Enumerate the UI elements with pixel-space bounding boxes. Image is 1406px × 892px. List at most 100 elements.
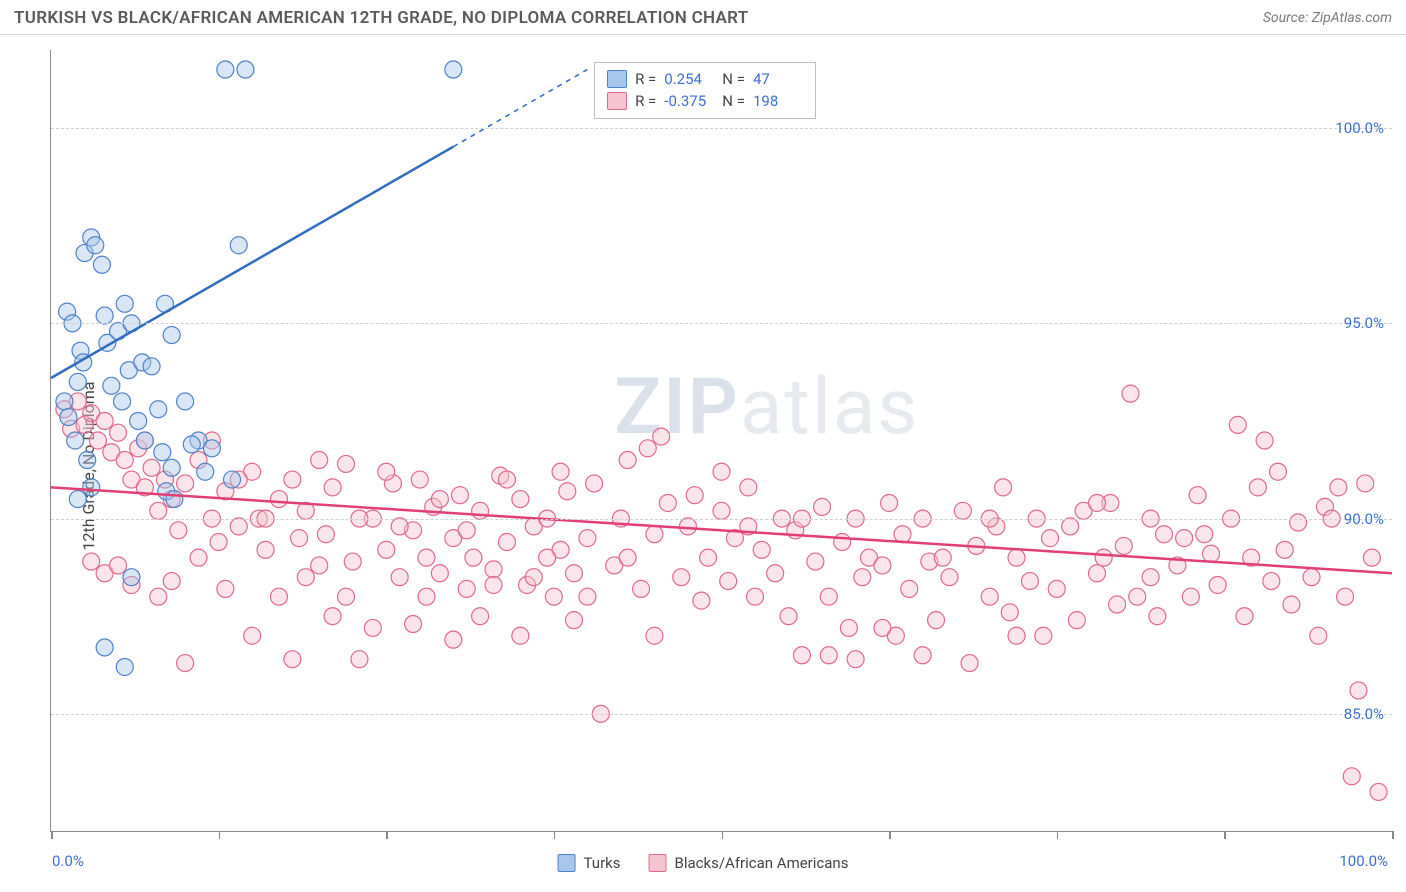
data-point: [914, 647, 931, 664]
data-point: [1310, 627, 1327, 644]
x-axis-max-label: 100.0%: [1339, 852, 1388, 870]
data-point: [1330, 479, 1347, 496]
data-point: [324, 608, 341, 625]
data-point: [820, 588, 837, 605]
data-point: [525, 569, 542, 586]
data-point: [284, 471, 301, 488]
data-point: [1357, 475, 1374, 492]
data-point: [177, 655, 194, 672]
y-tick-label: 85.0%: [1344, 705, 1384, 723]
data-point: [177, 475, 194, 492]
data-point: [961, 655, 978, 672]
stats-r-label: R =: [635, 90, 656, 113]
data-point: [1115, 537, 1132, 554]
data-point: [270, 588, 287, 605]
data-point: [445, 631, 462, 648]
stats-r-value: 0.254: [664, 68, 714, 91]
y-tick-label: 90.0%: [1344, 510, 1384, 528]
data-point: [472, 502, 489, 519]
data-point: [780, 608, 797, 625]
data-point: [1062, 518, 1079, 535]
data-point: [163, 327, 180, 344]
data-point: [458, 580, 475, 597]
data-point: [1229, 416, 1246, 433]
data-point: [1236, 608, 1253, 625]
legend-label: Turks: [584, 854, 621, 872]
data-point: [619, 452, 636, 469]
data-point: [431, 565, 448, 582]
data-point: [1088, 494, 1105, 511]
data-point: [1209, 576, 1226, 593]
data-point: [150, 502, 167, 519]
data-point: [1156, 526, 1173, 543]
data-point: [110, 424, 127, 441]
data-point: [123, 569, 140, 586]
data-point: [747, 588, 764, 605]
data-point: [512, 491, 529, 508]
data-point: [1270, 463, 1287, 480]
data-point: [344, 553, 361, 570]
data-point: [485, 561, 502, 578]
data-point: [317, 526, 334, 543]
data-point: [1122, 385, 1139, 402]
data-point: [1176, 530, 1193, 547]
y-tick-label: 95.0%: [1344, 314, 1384, 332]
data-point: [89, 432, 106, 449]
data-point: [69, 373, 86, 390]
data-point: [1042, 530, 1059, 547]
data-point: [284, 651, 301, 668]
data-point: [143, 459, 160, 476]
data-point: [820, 647, 837, 664]
stats-box: R = 0.254 N = 47R =-0.375N =198: [594, 62, 816, 119]
stats-n-label: N =: [722, 68, 745, 91]
data-point: [69, 491, 86, 508]
data-point: [338, 455, 355, 472]
data-point: [116, 452, 133, 469]
data-point: [934, 549, 951, 566]
legend-swatch: [649, 854, 667, 872]
data-point: [1035, 627, 1052, 644]
x-tick: [1224, 831, 1226, 839]
data-point: [1363, 549, 1380, 566]
data-point: [364, 619, 381, 636]
data-point: [311, 452, 328, 469]
data-point: [1142, 569, 1159, 586]
data-point: [653, 428, 670, 445]
data-point: [1001, 604, 1018, 621]
data-point: [1263, 573, 1280, 590]
x-tick: [554, 831, 556, 839]
data-point: [96, 307, 113, 324]
data-point: [1202, 545, 1219, 562]
trend-line: [51, 147, 453, 378]
data-point: [56, 393, 73, 410]
data-point: [1182, 588, 1199, 605]
data-point: [646, 627, 663, 644]
trend-line-dashed: [453, 70, 587, 147]
data-point: [881, 494, 898, 511]
y-tick-label: 100.0%: [1335, 119, 1384, 137]
data-point: [418, 549, 435, 566]
data-point: [445, 61, 462, 78]
data-point: [753, 541, 770, 558]
stats-row: R =-0.375N =198: [607, 90, 803, 113]
data-point: [114, 393, 131, 410]
data-point: [1109, 596, 1126, 613]
data-point: [210, 534, 227, 551]
data-point: [874, 557, 891, 574]
data-point: [154, 444, 171, 461]
gridline: [51, 714, 1392, 715]
data-point: [1276, 541, 1293, 558]
data-point: [1370, 783, 1387, 800]
data-point: [633, 580, 650, 597]
data-point: [693, 592, 710, 609]
data-point: [472, 608, 489, 625]
data-point: [498, 471, 515, 488]
stats-n-value: 47: [753, 68, 803, 91]
data-point: [894, 526, 911, 543]
data-point: [639, 440, 656, 457]
data-point: [116, 295, 133, 312]
data-point: [1196, 526, 1213, 543]
data-point: [83, 479, 100, 496]
data-point: [874, 619, 891, 636]
gridline: [51, 519, 1392, 520]
